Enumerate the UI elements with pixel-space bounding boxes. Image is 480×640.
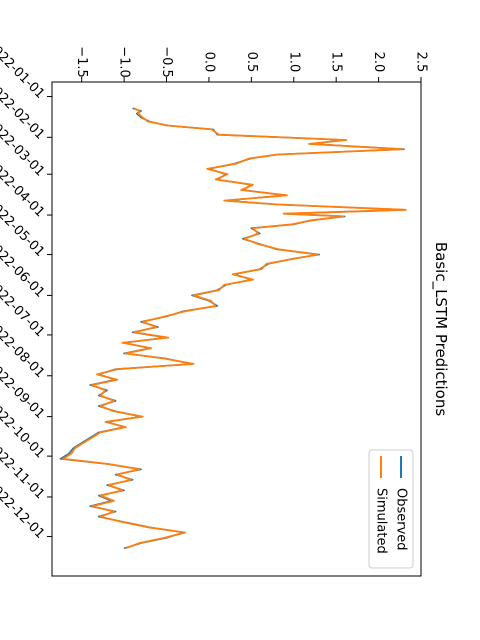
y-tick-label: 1.5 [329,52,344,73]
y-tick-label: 2.0 [371,52,386,73]
y-tick-label: 0.5 [244,52,259,73]
chart-title: Basic_LSTM Predictions [431,242,450,416]
plot-area [59,107,407,550]
legend-label-simulated: Simulated [374,488,389,554]
y-tick-label: 1.0 [286,52,301,73]
legend-box [368,449,414,569]
legend: Observed Simulated [368,449,414,569]
y-tick-label: −0.5 [159,46,174,78]
y-tick-label: 2.5 [414,52,429,73]
plot-frame [51,81,422,577]
series-line-simulated [62,107,407,550]
y-tick-label: −1.0 [117,46,132,78]
legend-label-observed: Observed [394,488,409,551]
y-tick-label: 0.0 [201,52,216,73]
series-line-observed [59,107,405,550]
y-tick-label: −1.5 [74,46,89,78]
